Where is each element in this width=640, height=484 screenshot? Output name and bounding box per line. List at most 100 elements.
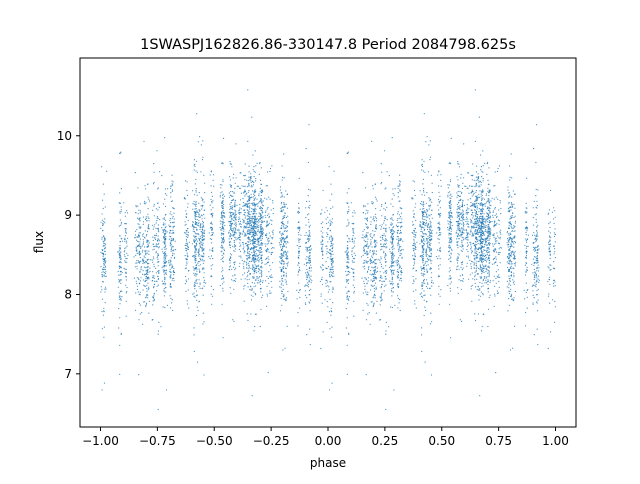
data-point <box>427 235 429 237</box>
data-point <box>460 280 462 282</box>
data-point <box>352 257 354 260</box>
data-point <box>497 219 499 221</box>
data-point <box>392 284 394 286</box>
data-point <box>134 237 136 239</box>
data-point <box>480 184 482 186</box>
data-point <box>487 179 489 181</box>
data-point <box>198 220 200 222</box>
data-point <box>487 266 490 268</box>
data-point <box>222 225 224 227</box>
data-point <box>526 245 528 248</box>
data-point <box>473 255 475 257</box>
data-point <box>162 236 165 238</box>
data-point <box>187 270 189 272</box>
data-point <box>210 293 212 295</box>
data-point <box>265 211 267 213</box>
data-point <box>244 203 246 205</box>
data-point <box>391 266 393 268</box>
data-point <box>194 211 196 213</box>
data-point <box>485 270 487 273</box>
data-point <box>145 303 147 305</box>
data-point <box>119 261 122 263</box>
data-point <box>368 268 370 271</box>
data-point <box>261 189 263 191</box>
data-point <box>257 219 259 221</box>
data-point <box>389 266 391 269</box>
data-point <box>431 182 433 184</box>
data-point <box>247 247 249 249</box>
data-point <box>233 205 235 207</box>
data-point <box>140 253 142 255</box>
data-point <box>554 210 556 212</box>
data-point <box>284 347 286 349</box>
data-point <box>249 198 251 200</box>
data-point <box>248 221 250 223</box>
data-point <box>171 180 173 182</box>
data-point <box>364 236 366 238</box>
data-point <box>510 215 512 217</box>
data-point <box>458 184 460 187</box>
data-point <box>429 199 432 201</box>
data-point <box>252 184 255 186</box>
data-point <box>279 310 282 312</box>
data-point <box>139 232 142 234</box>
data-point <box>432 282 434 284</box>
data-point <box>105 275 107 277</box>
data-point <box>536 275 538 277</box>
data-point <box>489 204 491 206</box>
data-point <box>526 177 528 179</box>
data-point <box>153 277 155 279</box>
data-point <box>330 314 332 316</box>
data-point <box>423 201 425 203</box>
data-point <box>262 281 264 284</box>
data-point <box>345 274 347 276</box>
data-point <box>489 217 491 219</box>
data-point <box>121 271 123 274</box>
data-point <box>482 226 485 228</box>
data-point <box>164 281 166 283</box>
data-point <box>298 270 300 272</box>
data-point <box>456 224 458 226</box>
data-point <box>364 240 366 242</box>
data-point <box>250 180 252 182</box>
data-point <box>222 222 224 224</box>
data-point <box>352 268 354 270</box>
data-point <box>284 251 286 253</box>
data-point <box>171 174 173 176</box>
data-point <box>510 284 512 286</box>
data-point <box>421 283 423 285</box>
data-point <box>380 300 382 302</box>
data-point <box>228 192 230 194</box>
data-point <box>428 244 430 246</box>
data-point <box>506 286 508 288</box>
data-point <box>347 212 349 214</box>
data-point <box>228 211 230 213</box>
data-point <box>193 256 195 258</box>
data-point <box>169 230 171 232</box>
data-point <box>429 226 431 228</box>
data-point <box>478 218 480 220</box>
data-point <box>232 245 234 247</box>
data-point <box>185 290 187 292</box>
data-point <box>195 189 197 192</box>
data-point <box>104 222 106 224</box>
data-point <box>244 163 246 165</box>
data-point <box>144 273 146 275</box>
data-point <box>103 193 105 195</box>
data-point <box>534 271 536 273</box>
data-point <box>427 223 429 225</box>
data-point <box>353 242 355 244</box>
data-point <box>493 185 495 187</box>
data-point <box>380 258 382 260</box>
data-point <box>549 254 551 256</box>
data-point <box>169 218 171 220</box>
data-point <box>103 220 105 223</box>
data-point <box>470 267 472 270</box>
data-point <box>185 180 187 182</box>
data-point <box>484 277 486 279</box>
data-point <box>485 264 487 266</box>
data-point <box>450 261 452 263</box>
data-point <box>239 199 242 201</box>
data-point <box>421 203 423 205</box>
data-point <box>186 258 188 261</box>
